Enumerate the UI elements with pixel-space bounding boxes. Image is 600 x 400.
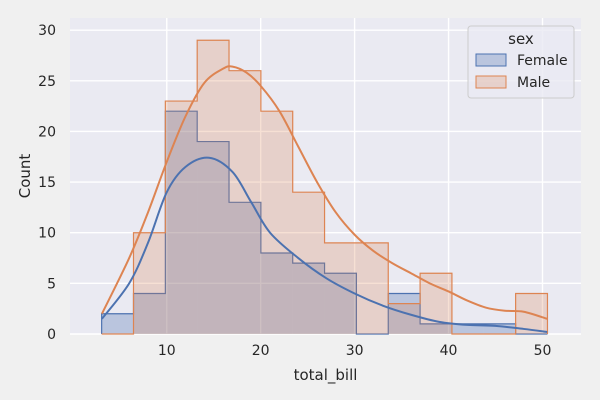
histogram-bar bbox=[197, 40, 230, 335]
histogram-bar bbox=[101, 313, 134, 334]
x-tick-label: 10 bbox=[158, 343, 176, 359]
histogram-bar bbox=[483, 323, 516, 334]
histogram-bar bbox=[260, 111, 293, 334]
histogram-bar bbox=[133, 232, 166, 334]
kde-curve-female bbox=[101, 156, 548, 333]
legend-label-male: Male bbox=[517, 75, 550, 91]
bars-male bbox=[101, 39, 549, 335]
legend-swatch-male bbox=[475, 75, 507, 89]
histogram-bar bbox=[197, 141, 230, 334]
histogram-bar bbox=[420, 323, 452, 334]
histogram-bar bbox=[229, 202, 261, 334]
y-tick-label: 15 bbox=[38, 175, 56, 191]
y-tick-labels: 0 5 10 15 20 25 30 bbox=[38, 23, 56, 343]
kde-curve-male bbox=[101, 65, 548, 320]
step-outline-male bbox=[101, 39, 549, 335]
kde-curves bbox=[101, 65, 548, 333]
x-axis-label: total_bill bbox=[294, 366, 358, 385]
histogram-bar bbox=[451, 323, 484, 334]
bars-female bbox=[101, 110, 548, 335]
histogram-bar bbox=[229, 70, 261, 335]
y-tick-label: 10 bbox=[38, 226, 56, 242]
x-tick-label: 30 bbox=[346, 343, 364, 359]
y-tick-label: 30 bbox=[38, 23, 56, 39]
histogram-bar bbox=[292, 192, 325, 334]
histogram-bar bbox=[260, 252, 293, 334]
legend-title: sex bbox=[508, 30, 534, 48]
histogram-bars bbox=[101, 39, 549, 335]
x-tick-label: 50 bbox=[534, 343, 552, 359]
x-tick-label: 40 bbox=[440, 343, 458, 359]
legend: sex Female Male bbox=[467, 25, 575, 99]
x-tick-label: 20 bbox=[252, 343, 270, 359]
y-axis-label: Count bbox=[16, 154, 34, 199]
histogram-bar bbox=[324, 273, 357, 334]
legend-label-female: Female bbox=[517, 53, 568, 69]
histogram-bar bbox=[165, 101, 198, 334]
histogram-bar bbox=[388, 303, 421, 334]
y-tick-label: 25 bbox=[38, 74, 56, 90]
legend-swatch-female bbox=[475, 53, 507, 67]
histogram-bar bbox=[165, 111, 198, 334]
legend-box bbox=[467, 25, 575, 99]
y-tick-label: 20 bbox=[38, 124, 56, 140]
x-tick-labels: 10 20 30 40 50 bbox=[158, 343, 552, 359]
histogram-bar bbox=[420, 273, 452, 334]
y-tick-label: 5 bbox=[47, 276, 56, 292]
histogram-bar bbox=[133, 293, 166, 334]
histogram-bar bbox=[356, 242, 389, 334]
histogram-bar bbox=[292, 263, 325, 334]
y-tick-label: 0 bbox=[47, 327, 56, 343]
histogram-bar bbox=[324, 242, 357, 334]
